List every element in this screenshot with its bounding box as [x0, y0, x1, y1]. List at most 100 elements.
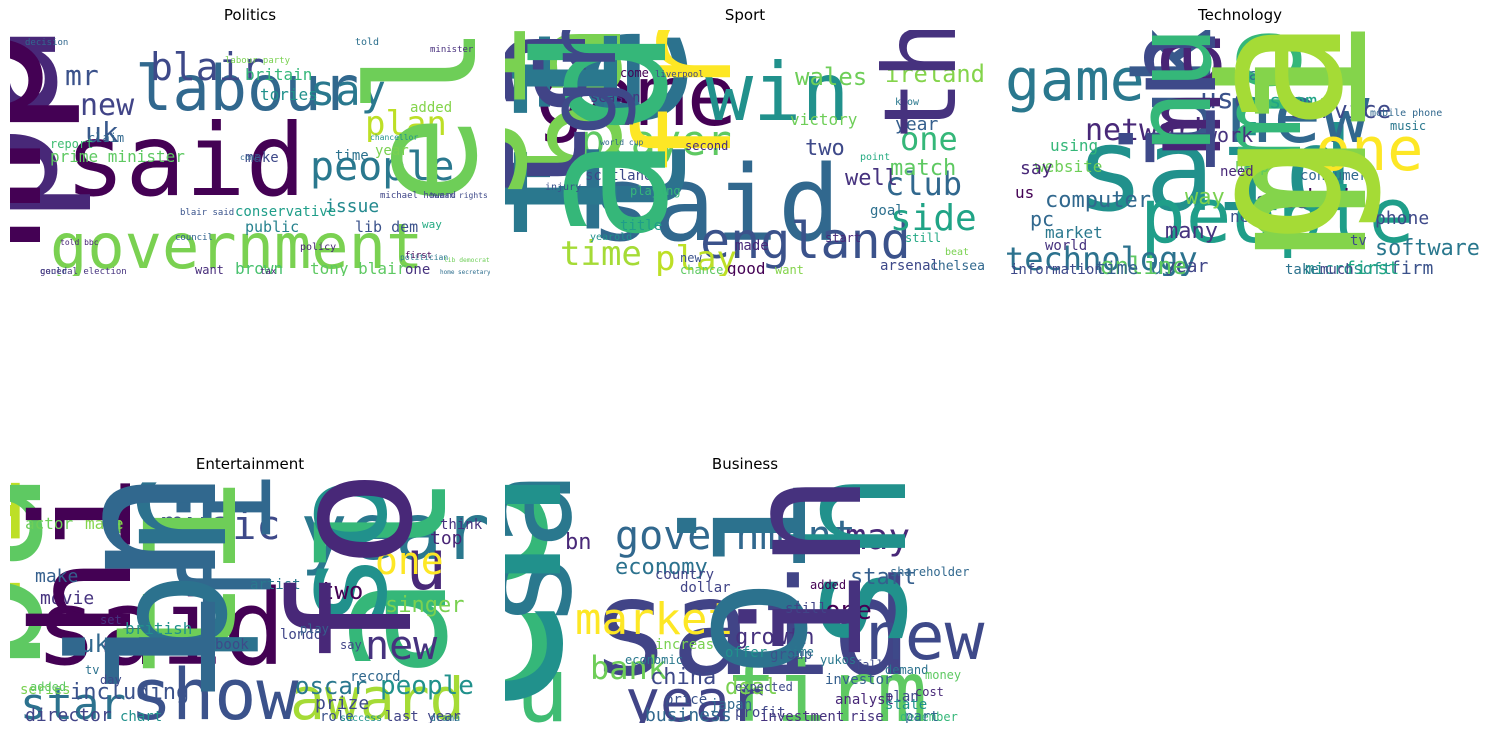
wordcloud-word-technology-13: phone — [1375, 208, 1429, 229]
wordcloud-word-sport-46: point — [860, 152, 890, 163]
wordcloud-word-politics-37: chancellor — [370, 133, 418, 142]
wordcloud-word-politics-6: say — [310, 66, 386, 115]
wordcloud-word-business-28: increase — [655, 637, 722, 653]
wordcloud-word-business-3: new — [865, 598, 985, 675]
wordcloud-word-business-37: yukos — [820, 653, 856, 667]
wordcloud-word-entertainment-42: added — [30, 680, 66, 694]
wordcloud-word-sport-4: player — [580, 116, 732, 165]
wordcloud-word-sport-8: time — [560, 234, 642, 274]
wordcloud-word-business-34: part — [905, 709, 939, 723]
wordcloud-word-business-30: rise — [850, 709, 884, 723]
wordcloud-word-business-0: said — [590, 550, 913, 706]
wordcloud-word-technology-0: said — [1075, 103, 1354, 238]
wordcloud-word-politics-45: blair said — [180, 208, 234, 218]
wordcloud-word-entertainment-4: award — [290, 665, 465, 723]
wordcloud-word-politics-21: one — [405, 262, 430, 276]
wordcloud-word-entertainment-3: show — [130, 654, 299, 723]
wordcloud-word-business-42: fall — [855, 658, 884, 672]
wordcloud-word-sport-42: world cup — [600, 138, 644, 147]
wordcloud-word-entertainment-33: artist — [250, 577, 301, 593]
wordcloud-word-technology-18: firm — [1390, 258, 1433, 276]
wordcloud-word-technology-12: device — [1300, 186, 1379, 211]
wordcloud-word-sport-47: three — [862, 30, 979, 140]
wordcloud-word-sport-3: england — [700, 212, 911, 270]
wordcloud-word-technology-23: way — [1185, 185, 1225, 210]
wordcloud-word-business-38: dollar — [680, 580, 731, 596]
wordcloud-word-technology-37: net — [1230, 207, 1259, 226]
wordcloud-word-entertainment-13: time — [79, 479, 275, 679]
wordcloud-word-technology-10: computer — [1045, 188, 1151, 213]
wordcloud-word-sport-24: added — [505, 30, 708, 245]
wordcloud-technology: saidpeoplenewgameonetechnologynetworkuse… — [1000, 30, 1480, 276]
wordcloud-word-politics-27: added — [410, 100, 452, 116]
wordcloud-word-politics-7: new — [80, 88, 135, 123]
wordcloud-word-technology-15: work — [1205, 123, 1253, 147]
wordcloud-word-sport-14: ireland — [885, 60, 985, 88]
wordcloud-word-business-43: demand — [885, 663, 928, 677]
wordcloud-word-politics-1: government — [50, 210, 423, 276]
wordcloud-word-entertainment-44: tv — [85, 663, 99, 677]
panel-title-entertainment: Entertainment — [195, 455, 305, 473]
wordcloud-word-technology-17: uk — [1112, 30, 1235, 152]
wordcloud-word-technology-21: broadband — [1220, 65, 1307, 84]
wordcloud-word-entertainment-7: album — [287, 479, 486, 679]
wordcloud-word-business-6: market — [575, 594, 734, 645]
panel-title-sport: Sport — [724, 6, 766, 24]
wordcloud-word-entertainment-28: made — [85, 514, 124, 533]
wordcloud-word-entertainment-24: movie — [40, 588, 94, 609]
wordcloud-word-entertainment-35: chart — [120, 709, 162, 723]
wordcloud-word-business-10: bank — [590, 649, 667, 687]
wordcloud-word-politics-46: first — [405, 251, 432, 261]
wordcloud-word-business-22: december — [900, 710, 958, 723]
wordcloud-word-entertainment-48: success — [340, 713, 382, 723]
wordcloud-word-sport-41: start — [825, 231, 861, 245]
wordcloud-word-sport-49: beat — [945, 247, 969, 258]
wordcloud-word-business-27: country — [655, 567, 714, 583]
wordcloud-word-business-11: share — [764, 479, 941, 654]
wordcloud-word-business-18: business — [645, 705, 732, 723]
wordcloud-word-sport-19: take — [505, 30, 621, 208]
wordcloud-word-politics-24: make — [245, 150, 279, 166]
wordcloud-word-politics-0: said — [65, 102, 306, 219]
wordcloud-word-politics-11: election — [337, 30, 490, 205]
wordcloud-word-sport-13: wales — [795, 63, 867, 91]
wordcloud-word-business-25: price — [665, 692, 707, 708]
wordcloud-word-technology-6: network — [1085, 113, 1211, 148]
wordcloud-word-sport-26: victory — [790, 110, 858, 129]
wordcloud-word-sport-9: play — [655, 239, 737, 276]
wordcloud-word-politics-44: decision — [25, 38, 68, 48]
panel-title-technology: Technology — [1197, 6, 1283, 24]
wordcloud-word-technology-48: industry — [1097, 30, 1245, 178]
wordcloud-word-business-15: deal — [725, 675, 778, 700]
wordcloud-word-technology-31: first — [1345, 258, 1399, 276]
wordcloud-word-business-41: offer — [725, 645, 767, 661]
wordcloud-word-entertainment-27: actor — [25, 514, 74, 533]
wordcloud-word-business-9: may — [845, 517, 910, 558]
wordcloud-word-business-20: investment — [760, 709, 844, 723]
wordcloud-word-politics-39: tax — [260, 267, 277, 276]
wordcloud-word-technology-46: music — [1390, 119, 1426, 133]
wordcloud-word-sport-16: year — [895, 114, 939, 135]
wordcloud-word-sport-37: new — [680, 251, 702, 265]
wordcloud-word-business-33: state — [885, 697, 927, 713]
wordcloud-word-entertainment-20: director — [25, 705, 112, 723]
wordcloud-word-sport-38: come — [620, 66, 649, 80]
wordcloud-word-business-4: year — [625, 667, 765, 723]
wordcloud-word-sport-0: said — [590, 143, 840, 265]
wordcloud-word-entertainment-11: first — [156, 479, 299, 619]
wordcloud-word-technology-43: take — [1285, 262, 1319, 276]
wordcloud-word-sport-5: team — [519, 30, 728, 240]
wordcloud-word-sport-1: game — [535, 47, 737, 145]
wordcloud-word-technology-41: gadget — [1166, 30, 1385, 245]
wordcloud-word-politics-16: public — [245, 218, 299, 236]
wordcloud-word-politics-25: year — [375, 143, 409, 159]
wordcloud-word-politics-26: conservative — [235, 204, 336, 220]
wordcloud-word-entertainment-5: star — [20, 679, 126, 723]
wordcloud-word-politics-35: general election — [40, 267, 127, 276]
wordcloud-word-entertainment-16: band — [10, 479, 80, 674]
wordcloud-word-sport-39: playing — [630, 184, 681, 198]
wordcloud-word-politics-20: tony blair — [310, 259, 407, 276]
